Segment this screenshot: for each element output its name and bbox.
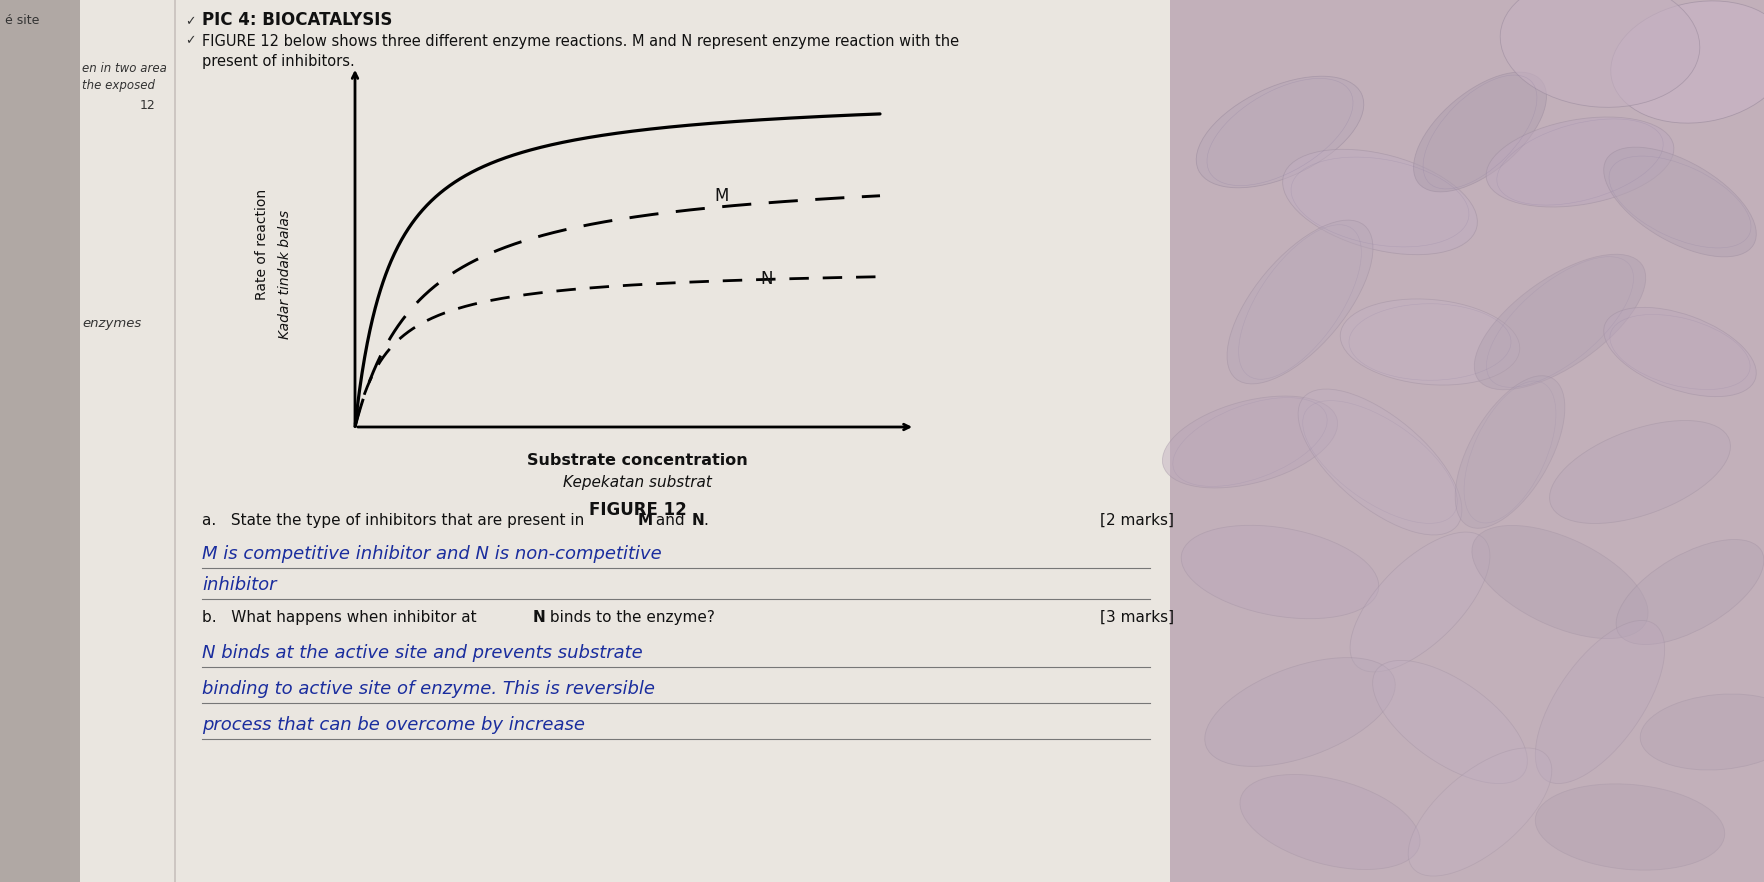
Text: .: . <box>702 513 707 528</box>
Text: N: N <box>760 270 773 288</box>
Ellipse shape <box>1240 774 1420 870</box>
Ellipse shape <box>1485 117 1672 207</box>
Ellipse shape <box>1603 147 1755 257</box>
Text: 12: 12 <box>139 99 155 112</box>
Text: N: N <box>533 610 545 625</box>
Bar <box>79 0 1170 882</box>
Text: [3 marks]: [3 marks] <box>1099 610 1173 625</box>
Text: enzymes: enzymes <box>81 317 141 330</box>
Bar <box>1170 0 1764 882</box>
Text: N: N <box>691 513 704 528</box>
Ellipse shape <box>1339 299 1519 385</box>
Ellipse shape <box>1471 526 1648 639</box>
Text: a.   State the type of inhibitors that are present in: a. State the type of inhibitors that are… <box>201 513 589 528</box>
Ellipse shape <box>1639 694 1764 770</box>
Text: N binds at the active site and prevents substrate: N binds at the active site and prevents … <box>201 644 642 662</box>
Ellipse shape <box>1611 1 1764 123</box>
Text: binds to the enzyme?: binds to the enzyme? <box>545 610 714 625</box>
Text: process that can be overcome by increase: process that can be overcome by increase <box>201 716 584 734</box>
Text: FIGURE 12 below shows three different enzyme reactions. M and N represent enzyme: FIGURE 12 below shows three different en… <box>201 34 958 49</box>
Text: [2 marks]: [2 marks] <box>1099 513 1173 528</box>
Ellipse shape <box>1499 0 1699 108</box>
Text: inhibitor: inhibitor <box>201 576 277 594</box>
Ellipse shape <box>1349 532 1489 672</box>
Text: the exposed: the exposed <box>81 79 155 92</box>
Text: binding to active site of enzyme. This is reversible: binding to active site of enzyme. This i… <box>201 680 654 698</box>
Text: Kepekatan substrat: Kepekatan substrat <box>563 475 711 490</box>
Text: FIGURE 12: FIGURE 12 <box>587 501 686 519</box>
Text: PIC 4: BIOCATALYSIS: PIC 4: BIOCATALYSIS <box>201 11 392 29</box>
Ellipse shape <box>1535 784 1723 871</box>
Text: ✓: ✓ <box>185 34 196 47</box>
Text: M: M <box>714 187 729 206</box>
Ellipse shape <box>1454 376 1565 528</box>
Ellipse shape <box>1603 308 1755 397</box>
Text: Rate of reaction: Rate of reaction <box>254 189 268 300</box>
Text: en in two area: en in two area <box>81 62 168 75</box>
Ellipse shape <box>1372 661 1526 783</box>
Ellipse shape <box>1535 620 1663 783</box>
Text: and: and <box>651 513 690 528</box>
Ellipse shape <box>1196 76 1364 188</box>
Text: present of inhibitors.: present of inhibitors. <box>201 54 355 69</box>
Ellipse shape <box>1473 254 1644 390</box>
Ellipse shape <box>1282 149 1476 255</box>
Ellipse shape <box>1180 526 1378 618</box>
Ellipse shape <box>1549 421 1729 524</box>
Text: Substrate concentration: Substrate concentration <box>527 453 748 468</box>
Ellipse shape <box>1226 220 1372 384</box>
Ellipse shape <box>1297 389 1461 535</box>
Text: M is competitive inhibitor and N is non-competitive: M is competitive inhibitor and N is non-… <box>201 545 662 563</box>
Text: ✓: ✓ <box>185 15 196 28</box>
Text: Kadar tindak balas: Kadar tindak balas <box>279 210 291 339</box>
Ellipse shape <box>1413 72 1545 192</box>
Text: b.   What happens when inhibitor at: b. What happens when inhibitor at <box>201 610 482 625</box>
Bar <box>0 0 79 882</box>
Text: M: M <box>637 513 653 528</box>
Ellipse shape <box>1162 396 1337 488</box>
Text: é site: é site <box>5 14 39 27</box>
Ellipse shape <box>1205 658 1394 766</box>
Ellipse shape <box>1408 748 1551 876</box>
Ellipse shape <box>1616 540 1762 645</box>
